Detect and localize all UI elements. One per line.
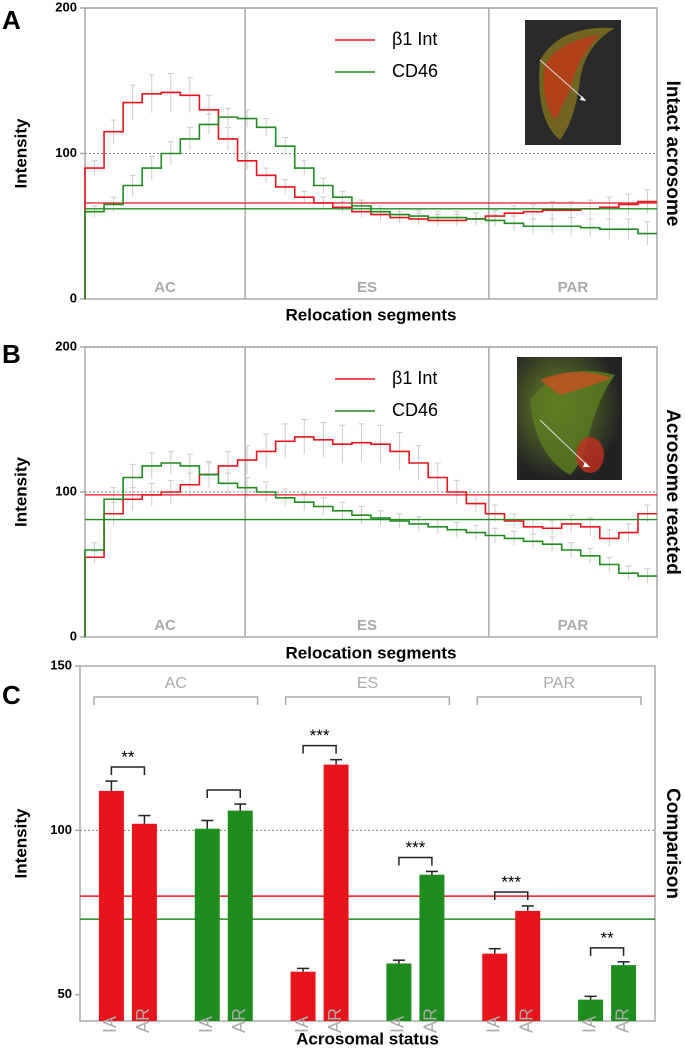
significance-bracket [589, 947, 625, 956]
x-tick-label: AR [133, 1008, 153, 1033]
step-line [84, 462, 657, 637]
side-label: Intact acrosome [662, 81, 683, 227]
y-tick-label: 50 [58, 986, 72, 1001]
x-tick-label: AR [612, 1008, 632, 1033]
segment-bracket [93, 696, 259, 705]
step-line [84, 91, 657, 299]
segment-label: ES [357, 279, 377, 296]
bar [611, 965, 637, 1021]
x-tick-label: AR [421, 1008, 441, 1033]
bar [98, 790, 124, 1021]
y-tick-label: 100 [55, 483, 77, 498]
significance-label: ** [600, 928, 614, 947]
x-tick-label: IA [388, 1016, 408, 1033]
significance-bracket [110, 766, 146, 776]
y-tick-label: 150 [50, 657, 72, 672]
panel-letter: A [2, 5, 21, 35]
segment-label: PAR [558, 617, 589, 634]
significance-bracket [494, 891, 529, 900]
legend-label: CD46 [392, 61, 438, 81]
significance-label: *** [310, 726, 330, 745]
segment-label: ES [357, 617, 377, 634]
bar [578, 999, 604, 1021]
bar [194, 828, 220, 1021]
x-tick-label: IA [292, 1016, 312, 1033]
bar [515, 910, 541, 1021]
segment-bracket [476, 696, 642, 705]
plot-border [79, 665, 656, 1022]
legend-label: β1 Int [392, 29, 437, 49]
x-axis-label: Acrosomal status [296, 1029, 439, 1048]
x-tick-label: IA [579, 1016, 599, 1033]
x-tick-label: AR [229, 1008, 249, 1033]
bar [290, 971, 316, 1021]
step-line [84, 436, 657, 637]
legend-label: CD46 [392, 400, 438, 420]
step-line [84, 116, 657, 299]
segment-bracket [284, 696, 451, 705]
side-label: Comparison [662, 788, 683, 899]
significance-label: *** [501, 872, 521, 891]
y-tick-label: 100 [50, 822, 72, 837]
panel-letter: C [2, 680, 21, 710]
bar [482, 953, 508, 1021]
segment-label: AC [165, 675, 187, 692]
significance-bracket [302, 744, 337, 754]
bar [227, 810, 253, 1021]
segment-label: AC [154, 617, 176, 634]
y-tick-label: 200 [55, 0, 77, 14]
bar [386, 963, 412, 1021]
y-tick-label: 200 [55, 338, 77, 353]
x-tick-label: AR [325, 1008, 345, 1033]
y-tick-label: 100 [55, 145, 77, 160]
inset-image [517, 357, 622, 480]
x-tick-label: IA [196, 1016, 216, 1033]
y-axis-label: Intensity [11, 457, 30, 527]
y-axis-label: Intensity [11, 808, 30, 878]
x-tick-label: IA [484, 1016, 504, 1033]
segment-label: PAR [543, 675, 575, 692]
legend-label: β1 Int [392, 368, 437, 388]
inset-image [525, 20, 621, 145]
panel-letter: B [2, 339, 21, 369]
significance-label: ** [121, 748, 135, 767]
y-tick-label: 0 [70, 628, 77, 643]
x-tick-label: IA [100, 1016, 120, 1033]
x-axis-label: Relocation segments [286, 643, 457, 662]
y-axis-label: Intensity [11, 118, 30, 188]
bar [323, 764, 349, 1021]
x-axis-label: Relocation segments [286, 305, 457, 324]
significance-bracket [398, 856, 433, 866]
y-tick-label: 0 [70, 290, 77, 305]
x-tick-label: AR [517, 1008, 537, 1033]
bar [131, 823, 157, 1021]
side-label: Acrosome reacted [662, 409, 683, 575]
bar [419, 874, 445, 1021]
significance-bracket [206, 789, 241, 799]
segment-label: AC [154, 279, 176, 296]
segment-label: PAR [558, 279, 589, 296]
significance-label: *** [405, 838, 425, 857]
segment-label: ES [357, 675, 378, 692]
